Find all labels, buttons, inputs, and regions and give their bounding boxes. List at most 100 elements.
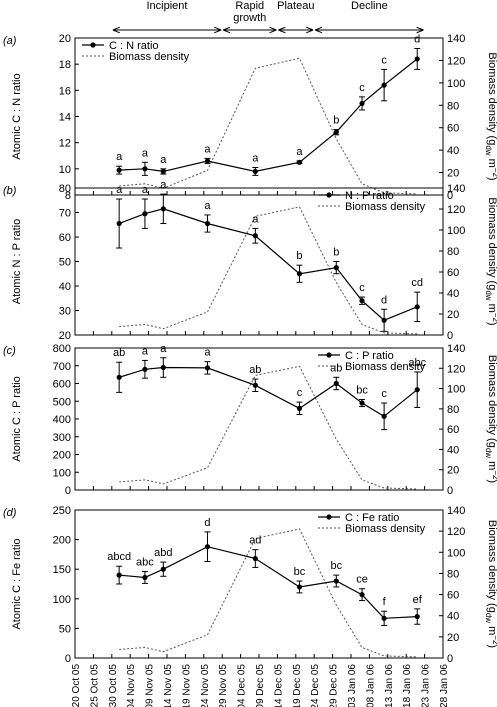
- x-tick-label: 30 Oct 05: [108, 664, 119, 707]
- y2-tick-label: 80: [447, 568, 459, 580]
- y-tick-label: 150: [53, 564, 71, 576]
- significance-label: bc: [330, 560, 342, 572]
- y-tick-label: 40: [59, 281, 71, 293]
- significance-label: c: [381, 388, 387, 400]
- y2-tick-label: 0: [447, 190, 453, 202]
- y2-axis-label-part: dw: [484, 290, 493, 300]
- significance-label: bc: [356, 384, 368, 396]
- y2-tick-label: 140: [447, 505, 465, 517]
- y2-tick-label: 40: [447, 288, 459, 300]
- y2-axis-label: Biomass density (gdw m−2): [484, 355, 497, 483]
- data-point: [252, 555, 258, 562]
- y-tick-label: 20: [59, 33, 71, 45]
- y-axis-label: Atomic N : P ratio: [11, 219, 23, 304]
- significance-label: a: [142, 184, 149, 196]
- y2-axis-label-part: ): [486, 479, 497, 483]
- y-tick-label: 18: [59, 59, 71, 71]
- data-point: [333, 380, 339, 387]
- y2-tick-label: 20: [447, 465, 459, 477]
- significance-label: a: [296, 146, 303, 158]
- y2-tick-label: 100: [447, 225, 465, 237]
- panel-2: 20304050607080020406080100120140(b)Atomi…: [3, 179, 497, 342]
- data-point: [204, 158, 211, 164]
- y2-tick-label: 100: [447, 384, 465, 396]
- x-tick-label: 08 Jan 06: [365, 664, 376, 707]
- panel-1: 8 10 12 14 16 18 20 0 20 40 60 80 100 120 140 (a) Atomic…: [3, 33, 497, 202]
- y2-tick-label: 120: [447, 55, 465, 67]
- data-point: [333, 578, 339, 584]
- significance-label: ef: [413, 594, 423, 606]
- biomass-density-line: [119, 206, 418, 335]
- significance-label: ab: [249, 364, 261, 376]
- y-tick-label: 80: [59, 183, 71, 195]
- x-tick-label: 14 Dec 05: [273, 664, 284, 707]
- data-point: [142, 166, 148, 172]
- y2-tick-label: 100: [447, 547, 465, 559]
- y2-axis-label-part: dw: [484, 448, 493, 458]
- y-tick-label: 200: [53, 450, 71, 462]
- significance-label: d: [381, 294, 387, 306]
- y-tick-label: 50: [59, 623, 71, 635]
- y2-axis-label-part: Biomass density (g: [486, 355, 497, 448]
- y2-tick-label: 80: [447, 100, 459, 112]
- y-tick-label: 700: [53, 361, 71, 373]
- panel-letter: (d): [3, 507, 17, 519]
- significance-label: a: [204, 143, 211, 155]
- data-point: [359, 298, 365, 304]
- significance-label: ab: [113, 347, 125, 359]
- y2-axis-label-part: Biomass density (g: [486, 197, 497, 290]
- x-tick-label: 04 Dec 05: [237, 664, 248, 707]
- data-point: [414, 56, 420, 62]
- x-tick-label: 24 Dec 05: [310, 664, 321, 707]
- x-tick-label: 04 Nov 05: [126, 664, 137, 707]
- data-point: [116, 572, 122, 578]
- x-tick-label: 19 Dec 05: [292, 664, 303, 707]
- data-point: [252, 168, 258, 175]
- significance-label: abcd: [107, 551, 131, 563]
- y-tick-label: 100: [53, 467, 71, 479]
- y2-axis-label: Biomass density (gdw m−2): [484, 197, 497, 325]
- y2-tick-label: 100: [447, 78, 465, 90]
- y-tick-label: 70: [59, 208, 71, 220]
- legend-label: C : P ratio: [345, 350, 394, 362]
- y-tick-label: 600: [53, 379, 71, 391]
- data-point: [381, 413, 387, 419]
- x-tick-label: 13 Jan 06: [384, 664, 395, 707]
- data-point: [116, 374, 122, 380]
- significance-label: a: [204, 347, 211, 359]
- y-tick-label: 250: [53, 505, 71, 517]
- data-point: [296, 159, 303, 165]
- significance-label: d: [414, 33, 420, 45]
- data-point: [359, 400, 365, 406]
- data-point: [142, 211, 148, 217]
- significance-label: a: [142, 147, 149, 159]
- significance-label: c: [381, 54, 387, 66]
- significance-label: a: [252, 213, 259, 225]
- y2-axis-label-part: m: [486, 301, 497, 313]
- data-point: [204, 220, 211, 227]
- significance-label: a: [142, 345, 149, 357]
- y2-tick-label: 0: [447, 485, 453, 497]
- significance-label: a: [116, 151, 123, 163]
- panel-letter: (a): [3, 35, 17, 47]
- y2-tick-label: 0: [447, 653, 453, 665]
- panel-letter: (c): [3, 345, 16, 357]
- y-axis-label: Atomic C : Fe ratio: [11, 538, 23, 629]
- y-tick-label: 60: [59, 232, 71, 244]
- data-point: [160, 364, 166, 371]
- y-tick-label: 300: [53, 432, 71, 444]
- data-point: [296, 584, 303, 590]
- y-tick-label: 20: [59, 330, 71, 342]
- y-tick-label: 14: [59, 112, 71, 124]
- significance-label: a: [116, 184, 123, 196]
- y2-tick-label: 0: [447, 330, 453, 342]
- y2-axis-label-part: Biomass density (g: [486, 52, 497, 145]
- data-point: [252, 233, 258, 239]
- y2-tick-label: 120: [447, 526, 465, 538]
- significance-label: c: [359, 282, 365, 294]
- y2-tick-label: 80: [447, 404, 459, 416]
- data-point: [381, 82, 387, 88]
- significance-label: c: [297, 387, 303, 399]
- panel-3: 0 100 200 300 400 500 600 700 800 0 20 40 60 80 100 120…: [3, 343, 497, 497]
- y2-axis-label: Biomass density (gdw m−2): [484, 52, 497, 180]
